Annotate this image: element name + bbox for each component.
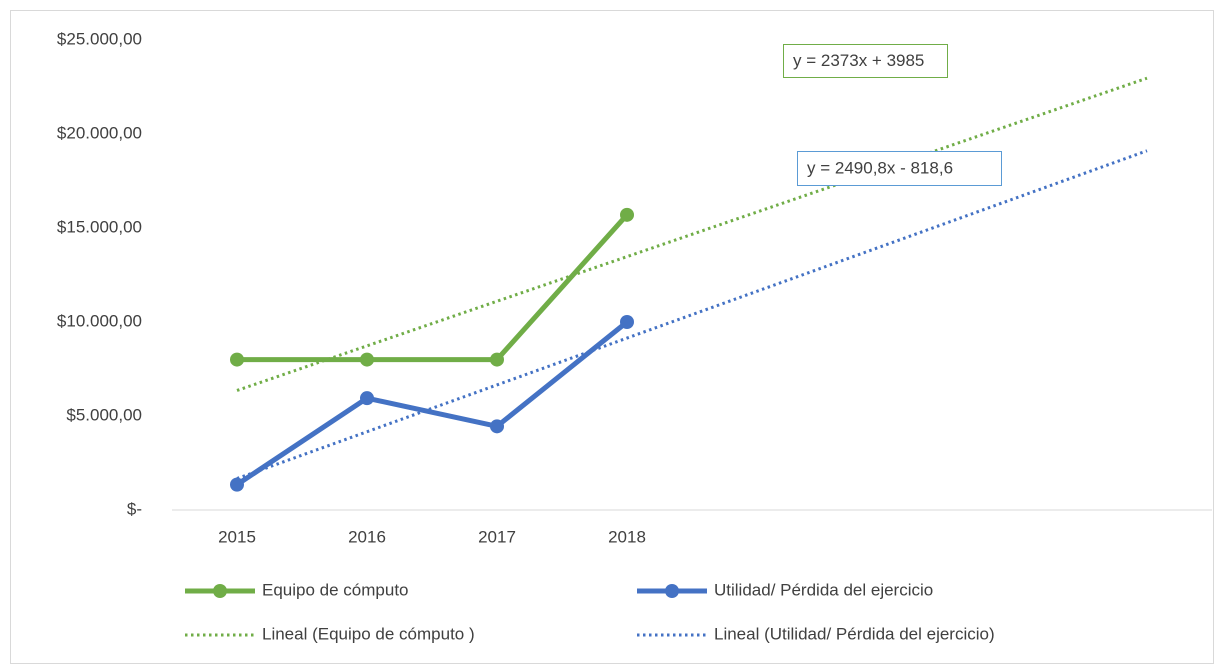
x-tick-label: 2018 bbox=[608, 527, 646, 546]
legend-label: Utilidad/ Pérdida del ejercicio bbox=[714, 580, 933, 599]
x-tick-label: 2015 bbox=[218, 527, 256, 546]
y-tick-label: $25.000,00 bbox=[57, 29, 142, 48]
y-tick-label: $20.000,00 bbox=[57, 123, 142, 142]
trend-line bbox=[236, 76, 1148, 392]
point bbox=[490, 419, 504, 434]
y-tick-label: $10.000,00 bbox=[57, 311, 142, 330]
point bbox=[620, 315, 634, 329]
series-line bbox=[235, 320, 629, 487]
trend-line bbox=[236, 149, 1148, 480]
x-tick-label: 2017 bbox=[478, 527, 516, 546]
legend-label: Lineal (Equipo de cómputo ) bbox=[262, 624, 475, 643]
series-line bbox=[237, 213, 629, 363]
point bbox=[620, 207, 634, 222]
point bbox=[490, 352, 504, 367]
x-tick-label: 2016 bbox=[348, 527, 386, 546]
point bbox=[360, 352, 374, 367]
legend-label: Lineal (Utilidad/ Pérdida del ejercicio) bbox=[714, 624, 995, 643]
legend-label: Equipo de cómputo bbox=[262, 580, 409, 599]
point bbox=[360, 391, 374, 406]
y-tick-label: $- bbox=[127, 499, 142, 518]
legend-marker bbox=[213, 584, 227, 598]
point bbox=[230, 352, 244, 367]
y-tick-label: $15.000,00 bbox=[57, 217, 142, 236]
legend-marker bbox=[665, 584, 679, 598]
annotation-box bbox=[783, 44, 948, 78]
annotation-box bbox=[797, 151, 1002, 186]
annotation: y = 2490,8x - 818,6 bbox=[807, 158, 953, 177]
annotation: y = 2373x + 3985 bbox=[793, 51, 924, 70]
y-tick-label: $5.000,00 bbox=[66, 405, 142, 424]
point bbox=[230, 477, 244, 492]
